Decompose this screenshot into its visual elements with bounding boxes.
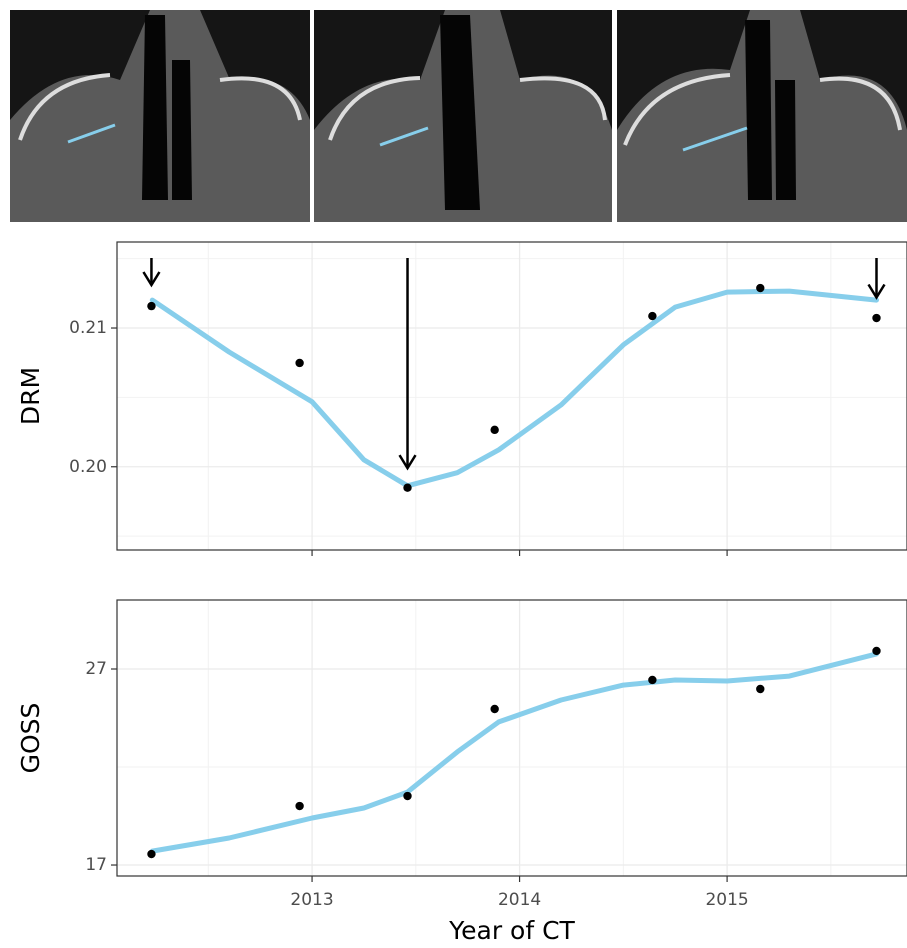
y-tick-label: 0.20 <box>69 457 107 477</box>
x-tick-label: 2014 <box>498 890 541 910</box>
page: 0.20 0.21 DRM 2013 2014 2015 17 27 GOSS Year of C… <box>0 0 907 948</box>
data-point <box>756 685 764 693</box>
y-tick-label: 0.21 <box>69 318 107 338</box>
ct-images <box>10 10 907 222</box>
data-point <box>295 359 303 367</box>
data-point <box>147 302 155 310</box>
data-point <box>295 802 303 810</box>
y-tick-label: 17 <box>85 855 107 875</box>
data-point <box>403 792 411 800</box>
data-point <box>147 850 155 858</box>
x-tick-label: 2015 <box>705 890 748 910</box>
y-tick-label: 27 <box>85 659 107 679</box>
data-point <box>756 284 764 292</box>
data-point <box>648 312 656 320</box>
data-point <box>872 314 880 322</box>
x-tick-label: 2013 <box>290 890 333 910</box>
y-axis-title: DRM <box>16 367 45 425</box>
data-point <box>403 484 411 492</box>
panel-background <box>117 242 907 550</box>
y-axis-title: GOSS <box>16 703 45 774</box>
data-point <box>490 426 498 434</box>
data-point <box>872 647 880 655</box>
figure: 0.20 0.21 DRM 2013 2014 2015 17 27 GOSS Year of C… <box>0 0 907 948</box>
data-point <box>648 676 656 684</box>
x-axis-title: Year of CT <box>448 916 575 945</box>
data-point <box>490 705 498 713</box>
